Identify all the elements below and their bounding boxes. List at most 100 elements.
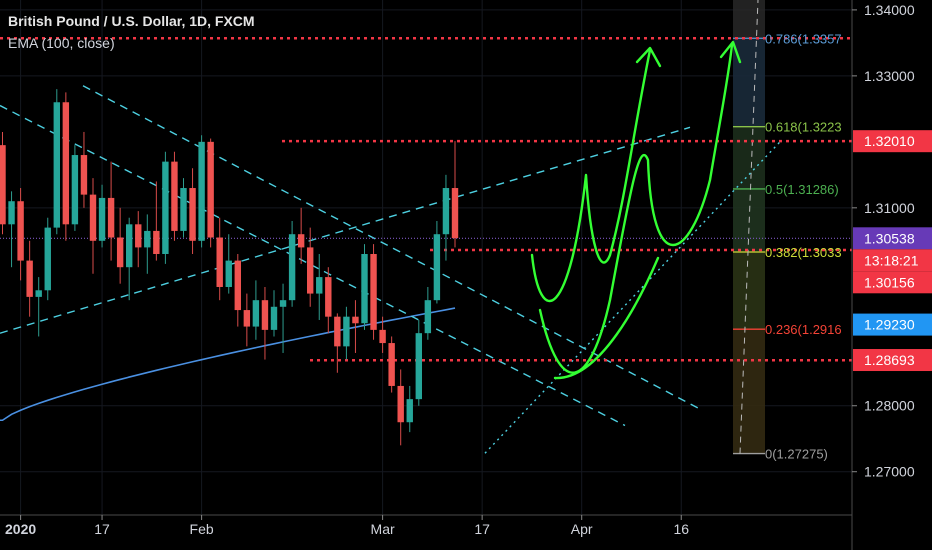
y-tick-label: 1.27000: [864, 464, 915, 480]
candle-body: [352, 316, 359, 324]
candle-body: [379, 329, 386, 344]
projection-arrow: [530, 48, 652, 303]
x-tick-label: Apr: [571, 521, 593, 537]
candle-body: [334, 316, 341, 347]
chart-legend: British Pound / U.S. Dollar, 1D, FXCM EM…: [8, 10, 255, 54]
candle-body: [343, 316, 350, 347]
candle-body: [270, 306, 278, 330]
price-badge: [853, 130, 932, 153]
candle-body: [252, 300, 260, 327]
price-badge: [853, 249, 932, 272]
candle-body: [361, 254, 368, 324]
candle-body: [325, 277, 332, 317]
projection-arrow: [553, 256, 660, 380]
price-badge: [853, 349, 932, 372]
fib-zone: [733, 329, 765, 454]
fib-zone: [733, 38, 765, 127]
candle-body: [80, 155, 88, 195]
candle-body: [162, 161, 169, 254]
candle-body: [397, 385, 404, 423]
fib-retracement: [733, 0, 765, 455]
price-badge: [853, 313, 932, 336]
x-tick-label: 17: [474, 521, 490, 537]
horizontal-levels: [0, 37, 852, 362]
candle-body: [0, 145, 6, 225]
ema-legend-label: EMA (100, close): [8, 35, 115, 51]
candle-body: [370, 254, 377, 330]
candle-body: [107, 197, 115, 238]
y-tick-label: 1.31000: [864, 200, 915, 216]
price-badge-label: 1.30538: [864, 230, 915, 246]
candle-body: [406, 399, 413, 423]
candle-body: [89, 194, 97, 241]
x-tick-label: 2020: [5, 521, 36, 537]
candle-body: [433, 234, 441, 301]
fib-zone: [733, 0, 765, 39]
candle-body: [261, 300, 269, 330]
candle-body: [424, 300, 432, 334]
candle-body: [71, 155, 79, 225]
price-badge-label: 1.29230: [864, 317, 915, 333]
candle-body: [442, 188, 450, 235]
candle-body: [153, 230, 160, 254]
candle-body: [135, 224, 142, 248]
price-badges: 1.32010 1.30538 13:18:21 1.30156 1.29230 1.28…: [853, 130, 932, 372]
candle-body: [243, 310, 251, 327]
candle-body: [316, 277, 323, 294]
trendline-upper: [82, 85, 701, 410]
fib-labels: 0.786(1.3357 0.618(1.3223 0.5(1.31286) 0.38…: [765, 31, 842, 461]
candle-body: [307, 247, 314, 294]
x-tick-label: 16: [673, 521, 689, 537]
x-tick-label: Feb: [190, 521, 214, 537]
candle-body: [144, 230, 151, 248]
candle-body: [451, 188, 459, 239]
price-badge-label: 1.30156: [864, 274, 915, 290]
fib-level-label: 0(1.27275): [765, 447, 828, 462]
candle-body: [53, 102, 60, 228]
candle-body: [415, 333, 422, 400]
candle-body: [388, 343, 395, 386]
chart-title: British Pound / U.S. Dollar, 1D, FXCM: [8, 13, 255, 29]
price-badge-label: 13:18:21: [864, 252, 919, 268]
fib-level-label: 0.236(1.2916: [765, 322, 842, 337]
fib-level-label: 0.618(1.3223: [765, 120, 842, 135]
candle-body: [171, 161, 178, 231]
price-badge-label: 1.32010: [864, 133, 915, 149]
candle-body: [189, 188, 196, 241]
candle-body: [35, 290, 42, 297]
fib-level-label: 0.5(1.31286): [765, 182, 839, 197]
candle-body: [26, 260, 33, 297]
fib-zone: [733, 126, 765, 189]
candle-body: [207, 141, 214, 238]
price-badge-label: 1.28693: [864, 352, 915, 368]
projection-arrows: [530, 40, 742, 380]
fib-zone: [733, 252, 765, 330]
candle-body: [8, 201, 15, 225]
candle-body: [288, 234, 296, 301]
x-tick-label: 17: [94, 521, 110, 537]
candle-body: [198, 141, 205, 241]
candle-body: [62, 102, 70, 225]
arrowhead: [719, 40, 742, 64]
candle-body: [116, 237, 124, 268]
candle-body: [180, 188, 187, 231]
candle-body: [44, 227, 51, 291]
candle-body: [234, 260, 241, 311]
fib-diagonal: [739, 0, 759, 454]
y-tick-label: 1.34000: [864, 2, 915, 18]
x-tick-label: Mar: [371, 521, 395, 537]
y-tick-label: 1.33000: [864, 68, 915, 84]
candle-body: [17, 201, 24, 261]
candle-body: [279, 300, 287, 307]
candle-body: [297, 234, 305, 248]
candle-body: [225, 260, 232, 287]
candle-body: [126, 224, 133, 268]
candlesticks: [0, 89, 459, 446]
candle-body: [98, 197, 106, 241]
y-tick-label: 1.28000: [864, 398, 915, 414]
arrowhead: [635, 46, 662, 68]
price-badge: [853, 227, 932, 250]
projection-arrow: [538, 43, 734, 374]
